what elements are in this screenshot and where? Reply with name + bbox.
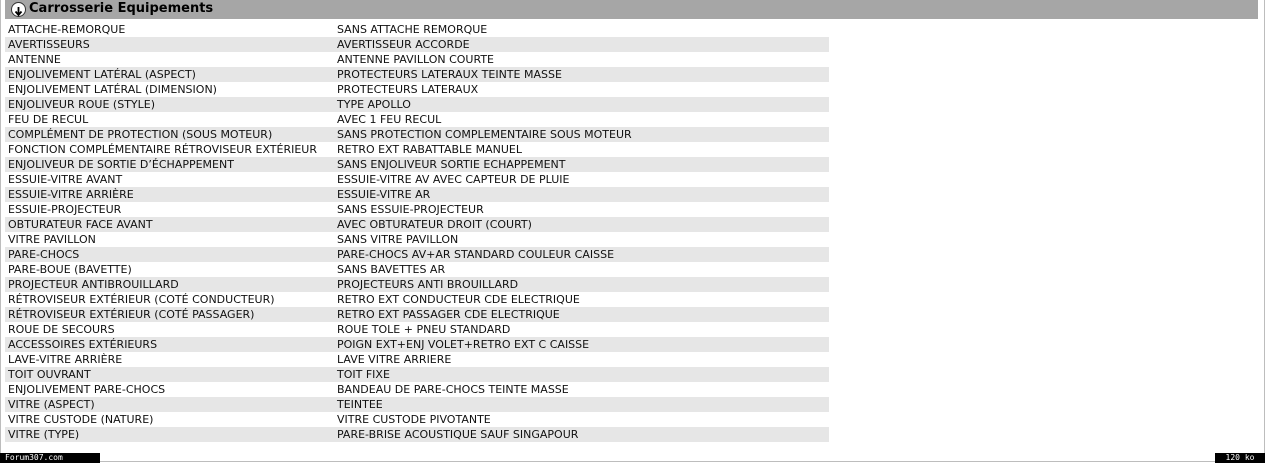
table-row: VITRE CUSTODE (NATURE) VITRE CUSTODE PIVO… bbox=[5, 412, 829, 427]
feature-value: VITRE CUSTODE PIVOTANTE bbox=[337, 413, 491, 426]
feature-name: ESSUIE-VITRE AVANT bbox=[8, 173, 123, 186]
table-row: PROJECTEUR ANTIBROUILLARD PROJECTEURS ANT… bbox=[5, 277, 829, 292]
feature-value: PROJECTEURS ANTI BROUILLARD bbox=[337, 278, 519, 291]
table-row: LAVE-VITRE ARRIÈRE LAVE VITRE ARRIERE bbox=[5, 352, 829, 367]
table-row: PARE-BOUE (BAVETTE) SANS BAVETTES AR bbox=[5, 262, 829, 277]
feature-value: RETRO EXT PASSAGER CDE ELECTRIQUE bbox=[337, 308, 560, 321]
watermark: Forum307.com bbox=[0, 453, 100, 463]
arrow bbox=[14, 7, 23, 17]
feature-value: RETRO EXT CONDUCTEUR CDE ELECTRIQUE bbox=[337, 293, 580, 306]
feature-value: SANS PROTECTION COMPLEMENTAIRE SOUS MOTE… bbox=[337, 128, 632, 141]
table-row: ESSUIE-PROJECTEUR SANS ESSUIE-PROJECTEUR bbox=[5, 202, 829, 217]
file-size: 120 ko bbox=[1215, 453, 1265, 463]
feature-value: PROTECTEURS LATERAUX bbox=[337, 83, 479, 96]
table-row: ENJOLIVEMENT LATÉRAL (DIMENSION) PROTECTE… bbox=[5, 82, 829, 97]
table-row: RÉTROVISEUR EXTÉRIEUR (COTÉ CONDUCTEUR) R… bbox=[5, 292, 829, 307]
feature-value: ANTENNE PAVILLON COURTE bbox=[337, 53, 494, 66]
table-row: ENJOLIVEMENT PARE-CHOCS BANDEAU DE PARE-C… bbox=[5, 382, 829, 397]
feature-value: RETRO EXT RABATTABLE MANUEL bbox=[337, 143, 522, 156]
feature-value: TYPE APOLLO bbox=[337, 98, 411, 111]
table-row: FONCTION COMPLÉMENTAIRE RÉTROVISEUR EXTÉ… bbox=[5, 142, 829, 157]
feature-value: PROTECTEURS LATERAUX TEINTE MASSE bbox=[337, 68, 562, 81]
table-row: RÉTROVISEUR EXTÉRIEUR (COTÉ PASSAGER) RET… bbox=[5, 307, 829, 322]
feature-value: ESSUIE-VITRE AR bbox=[337, 188, 431, 201]
feature-value: AVEC OBTURATEUR DROIT (COURT) bbox=[337, 218, 532, 231]
section-header[interactable]: Carrosserie Equipements bbox=[5, 0, 1258, 19]
table-row: ROUE DE SECOURS ROUE TOLE + PNEU STANDARD bbox=[5, 322, 829, 337]
feature-value: ROUE TOLE + PNEU STANDARD bbox=[337, 323, 511, 336]
table-row: ATTACHE-REMORQUE SANS ATTACHE REMORQUE bbox=[5, 22, 829, 37]
table-row: ACCESSOIRES EXTÉRIEURS POIGN EXT+ENJ VOLE… bbox=[5, 337, 829, 352]
feature-name: RÉTROVISEUR EXTÉRIEUR (COTÉ CONDUCTEUR) bbox=[8, 293, 275, 306]
table-row: ANTENNE ANTENNE PAVILLON COURTE bbox=[5, 52, 829, 67]
table-row: COMPLÉMENT DE PROTECTION (SOUS MOTEUR) SA… bbox=[5, 127, 829, 142]
table-row: VITRE (ASPECT) TEINTEE bbox=[5, 397, 829, 412]
feature-name: OBTURATEUR FACE AVANT bbox=[8, 218, 153, 231]
feature-name: ENJOLIVEUR DE SORTIE D’ÉCHAPPEMENT bbox=[8, 158, 234, 171]
feature-name: ROUE DE SECOURS bbox=[8, 323, 115, 336]
equipment-table: ATTACHE-REMORQUE SANS ATTACHE REMORQUE AVE… bbox=[5, 22, 829, 442]
feature-value: LAVE VITRE ARRIERE bbox=[337, 353, 452, 366]
feature-value: SANS VITRE PAVILLON bbox=[337, 233, 459, 246]
table-row: ESSUIE-VITRE ARRIÈRE ESSUIE-VITRE AR bbox=[5, 187, 829, 202]
feature-name: VITRE (TYPE) bbox=[8, 428, 80, 441]
table-row: VITRE (TYPE) PARE-BRISE ACOUSTIQUE SAUF S… bbox=[5, 427, 829, 442]
feature-value: SANS ATTACHE REMORQUE bbox=[337, 23, 488, 36]
feature-name: ENJOLIVEUR ROUE (STYLE) bbox=[8, 98, 156, 111]
feature-name: TOIT OUVRANT bbox=[8, 368, 91, 381]
feature-value: PARE-CHOCS AV+AR STANDARD COULEUR CAISSE bbox=[337, 248, 615, 261]
feature-name: COMPLÉMENT DE PROTECTION (SOUS MOTEUR) bbox=[8, 128, 273, 141]
feature-name: ANTENNE bbox=[8, 53, 61, 66]
feature-name: VITRE CUSTODE (NATURE) bbox=[8, 413, 154, 426]
feature-value: TOIT FIXE bbox=[337, 368, 390, 381]
table-row: ENJOLIVEUR DE SORTIE D’ÉCHAPPEMENT SANS E… bbox=[5, 157, 829, 172]
feature-value: ESSUIE-VITRE AV AVEC CAPTEUR DE PLUIE bbox=[337, 173, 570, 186]
feature-name: ENJOLIVEMENT LATÉRAL (DIMENSION) bbox=[8, 83, 217, 96]
feature-value: SANS ENJOLIVEUR SORTIE ECHAPPEMENT bbox=[337, 158, 566, 171]
table-row: VITRE PAVILLON SANS VITRE PAVILLON bbox=[5, 232, 829, 247]
table-row: ENJOLIVEUR ROUE (STYLE) TYPE APOLLO bbox=[5, 97, 829, 112]
feature-name: ENJOLIVEMENT PARE-CHOCS bbox=[8, 383, 166, 396]
table-row: ESSUIE-VITRE AVANT ESSUIE-VITRE AV AVEC C… bbox=[5, 172, 829, 187]
feature-name: ATTACHE-REMORQUE bbox=[8, 23, 126, 36]
feature-value: AVEC 1 FEU RECUL bbox=[337, 113, 442, 126]
feature-name: ENJOLIVEMENT LATÉRAL (ASPECT) bbox=[8, 68, 196, 81]
feature-value: SANS BAVETTES AR bbox=[337, 263, 446, 276]
feature-name: ESSUIE-VITRE ARRIÈRE bbox=[8, 188, 134, 201]
section-title: Carrosserie Equipements bbox=[29, 1, 214, 16]
feature-name: ACCESSOIRES EXTÉRIEURS bbox=[8, 338, 158, 351]
feature-name: FEU DE RECUL bbox=[8, 113, 89, 126]
feature-name: PROJECTEUR ANTIBROUILLARD bbox=[8, 278, 179, 291]
feature-name: AVERTISSEURS bbox=[8, 38, 90, 51]
table-row: PARE-CHOCS PARE-CHOCS AV+AR STANDARD COUL… bbox=[5, 247, 829, 262]
feature-value: TEINTEE bbox=[337, 398, 383, 411]
table-row: AVERTISSEURS AVERTISSEUR ACCORDE bbox=[5, 37, 829, 52]
feature-name: RÉTROVISEUR EXTÉRIEUR (COTÉ PASSAGER) bbox=[8, 308, 255, 321]
feature-name: PARE-BOUE (BAVETTE) bbox=[8, 263, 132, 276]
feature-name: LAVE-VITRE ARRIÈRE bbox=[8, 353, 123, 366]
feature-name: FONCTION COMPLÉMENTAIRE RÉTROVISEUR EXTÉ… bbox=[8, 143, 317, 156]
feature-value: PARE-BRISE ACOUSTIQUE SAUF SINGAPOUR bbox=[337, 428, 579, 441]
table-row: FEU DE RECUL AVEC 1 FEU RECUL bbox=[5, 112, 829, 127]
feature-name: VITRE (ASPECT) bbox=[8, 398, 95, 411]
table-row: ENJOLIVEMENT LATÉRAL (ASPECT) PROTECTEURS… bbox=[5, 67, 829, 82]
table-row: OBTURATEUR FACE AVANT AVEC OBTURATEUR DRO… bbox=[5, 217, 829, 232]
feature-name: ESSUIE-PROJECTEUR bbox=[8, 203, 122, 216]
feature-value: BANDEAU DE PARE-CHOCS TEINTE MASSE bbox=[337, 383, 569, 396]
collapse-icon[interactable] bbox=[11, 2, 26, 17]
feature-name: VITRE PAVILLON bbox=[8, 233, 96, 246]
feature-name: PARE-CHOCS bbox=[8, 248, 80, 261]
table-row: TOIT OUVRANT TOIT FIXE bbox=[5, 367, 829, 382]
feature-value: AVERTISSEUR ACCORDE bbox=[337, 38, 470, 51]
feature-value: POIGN EXT+ENJ VOLET+RETRO EXT C CAISSE bbox=[337, 338, 590, 351]
feature-value: SANS ESSUIE-PROJECTEUR bbox=[337, 203, 484, 216]
